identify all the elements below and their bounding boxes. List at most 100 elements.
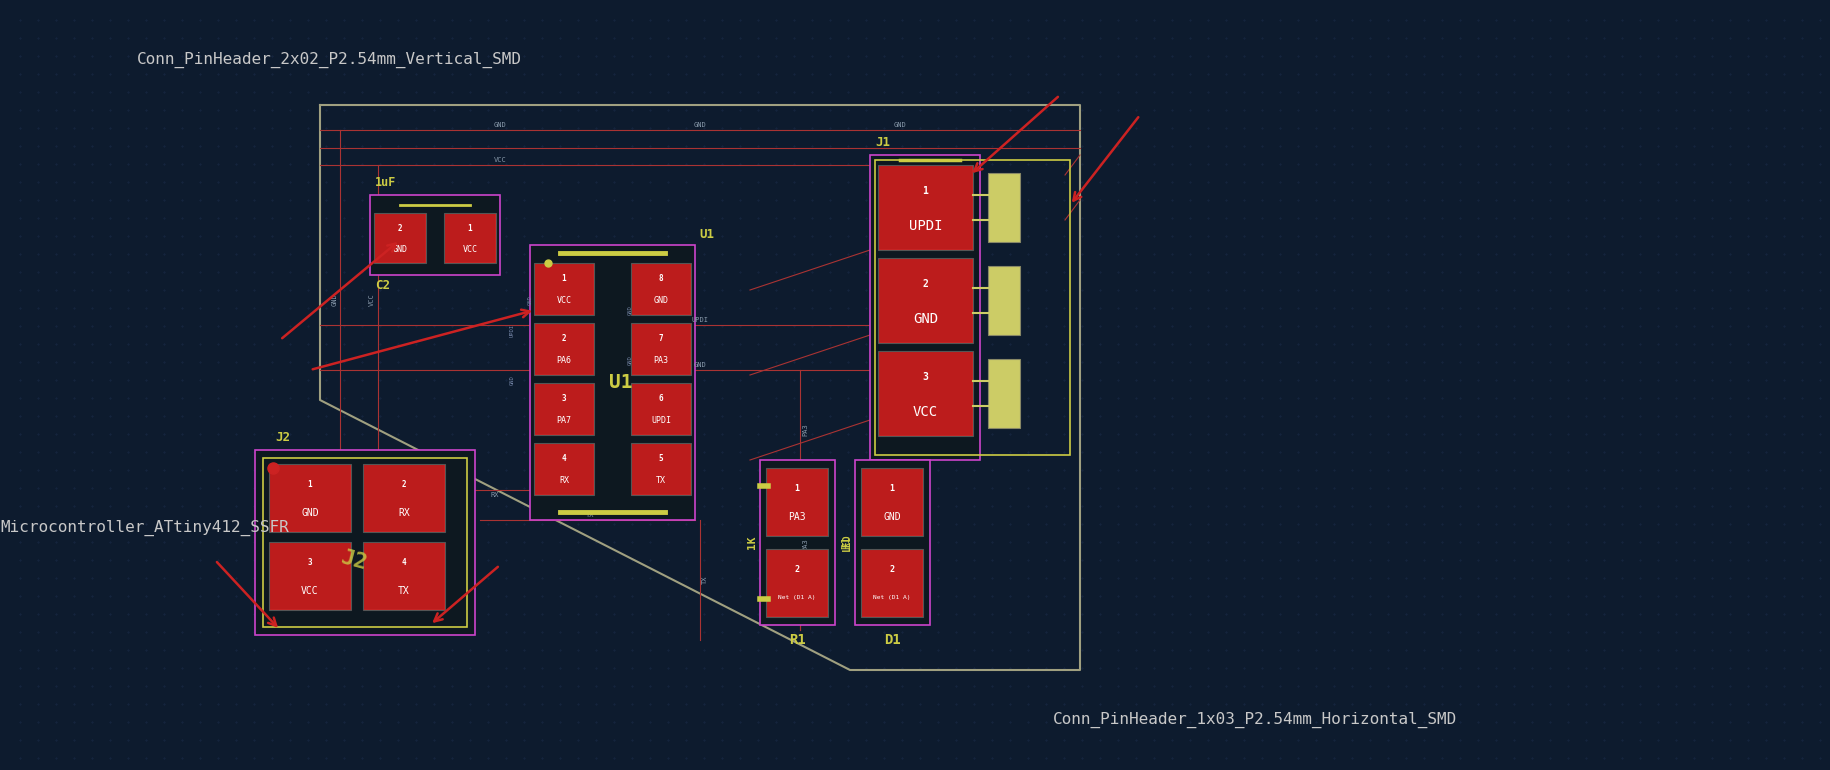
Text: GND: GND [694, 362, 706, 368]
Text: 1K: 1K [747, 536, 756, 549]
Bar [534, 263, 593, 315]
Bar [767, 550, 827, 616]
Text: 2: 2 [922, 279, 928, 289]
Bar [529, 245, 695, 520]
Bar [631, 384, 690, 434]
Bar [988, 359, 1019, 428]
Text: RX: RX [397, 508, 410, 518]
Bar [373, 213, 426, 263]
Text: UPDI: UPDI [651, 416, 670, 425]
Bar [534, 383, 593, 435]
Bar [534, 264, 593, 314]
Bar [860, 549, 922, 617]
Text: 3: 3 [922, 371, 928, 381]
Text: Microcontroller_ATtiny412_SSFR: Microcontroller_ATtiny412_SSFR [0, 519, 289, 536]
Text: 2: 2 [397, 223, 403, 233]
Text: GND: GND [628, 305, 631, 315]
Text: PA3: PA3 [802, 424, 807, 437]
Text: PA3: PA3 [787, 512, 805, 522]
Bar [862, 550, 922, 616]
Text: 1: 1 [467, 223, 472, 233]
Bar [878, 166, 972, 249]
Text: PA3: PA3 [802, 539, 807, 551]
Text: C2: C2 [375, 279, 390, 292]
Bar [254, 450, 474, 635]
Bar [765, 549, 827, 617]
Text: PA6: PA6 [556, 356, 571, 365]
Bar [364, 465, 443, 531]
Text: J1: J1 [875, 136, 889, 149]
Bar [443, 213, 496, 263]
Bar [269, 542, 351, 610]
Text: GND: GND [913, 312, 937, 326]
Bar [631, 323, 690, 375]
Bar [878, 259, 972, 342]
Text: RX: RX [490, 492, 500, 498]
Text: GND: GND [882, 512, 900, 522]
Text: GND: GND [331, 293, 339, 306]
Text: GND: GND [628, 355, 631, 365]
Bar [269, 464, 351, 532]
Text: Conn_PinHeader_1x03_P2.54mm_Horizontal_SMD: Conn_PinHeader_1x03_P2.54mm_Horizontal_S… [1052, 711, 1457, 728]
Bar [362, 542, 445, 610]
Text: 5: 5 [659, 454, 662, 463]
Text: UPDI: UPDI [509, 323, 514, 336]
Text: 7: 7 [659, 334, 662, 343]
Text: GND: GND [300, 508, 318, 518]
Bar [860, 468, 922, 536]
Text: GND: GND [494, 122, 507, 128]
Bar [878, 165, 972, 250]
Bar [534, 384, 593, 434]
Text: 4: 4 [562, 454, 565, 463]
Bar [631, 383, 690, 435]
Bar [264, 458, 467, 627]
Text: GND: GND [694, 122, 706, 128]
Text: GND: GND [509, 375, 514, 385]
Bar [375, 214, 425, 262]
Text: J2: J2 [339, 548, 370, 574]
Text: TX: TX [701, 576, 708, 584]
Bar [534, 323, 593, 375]
Bar [988, 266, 1019, 335]
Text: 1: 1 [922, 186, 928, 196]
Text: U1: U1 [699, 228, 714, 241]
Bar [631, 443, 690, 495]
Text: 1: 1 [794, 484, 800, 493]
Text: TX: TX [655, 476, 666, 485]
Text: GND: GND [527, 295, 533, 305]
Bar [631, 444, 690, 494]
Text: UPDI: UPDI [692, 317, 708, 323]
Bar [364, 543, 443, 609]
Bar [878, 351, 972, 436]
Text: R1: R1 [789, 633, 805, 647]
Bar [534, 443, 593, 495]
Text: 6: 6 [659, 394, 662, 403]
Text: VCC: VCC [913, 405, 937, 419]
Text: VCC: VCC [494, 157, 507, 163]
Text: RX: RX [558, 476, 569, 485]
Text: 1uF: 1uF [375, 176, 395, 189]
Text: 1: 1 [307, 480, 313, 489]
Bar [362, 464, 445, 532]
Bar [878, 352, 972, 435]
Text: 3: 3 [307, 558, 313, 567]
Text: GND: GND [653, 296, 668, 305]
Text: GND: GND [893, 122, 906, 128]
Text: TX: TX [586, 512, 595, 518]
Text: 1: 1 [889, 484, 895, 493]
Bar [767, 469, 827, 535]
Bar [445, 214, 494, 262]
Text: D1: D1 [884, 633, 900, 647]
Bar [631, 264, 690, 314]
Text: LED: LED [842, 534, 851, 551]
Bar [869, 155, 979, 460]
Text: 1: 1 [562, 274, 565, 283]
Bar [862, 469, 922, 535]
Bar [269, 543, 350, 609]
Text: UPDI: UPDI [567, 273, 573, 286]
Bar [988, 173, 1019, 242]
Bar [534, 324, 593, 374]
Bar [370, 195, 500, 275]
Bar [759, 460, 834, 625]
Text: UPDI: UPDI [908, 219, 942, 233]
